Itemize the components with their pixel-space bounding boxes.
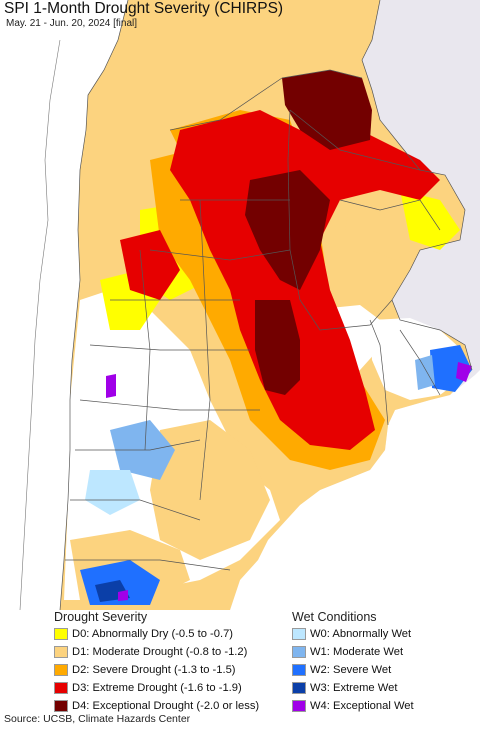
legend-label-w1: W1: Moderate Wet <box>310 646 404 658</box>
legend-label-w0: W0: Abnormally Wet <box>310 628 412 640</box>
legend-item-w3: W3: Extreme Wet <box>292 680 397 696</box>
w4-east <box>456 362 472 382</box>
w4-south <box>118 590 128 601</box>
legend-item-d4: D4: Exceptional Drought (-2.0 or less) <box>54 698 259 714</box>
legend-label-d2: D2: Severe Drought (-1.3 to -1.5) <box>72 664 236 676</box>
swatch-d3 <box>54 682 68 694</box>
drought-map <box>0 0 480 610</box>
w2-east <box>430 345 472 392</box>
swatch-w0 <box>292 628 306 640</box>
boundaries <box>59 0 473 610</box>
w4-west <box>106 374 116 398</box>
legend-item-w1: W1: Moderate Wet <box>292 644 403 660</box>
swatch-d1 <box>54 646 68 658</box>
legend-item-w0: W0: Abnormally Wet <box>292 626 411 642</box>
legend-item-d1: D1: Moderate Drought (-0.8 to -1.2) <box>54 644 247 660</box>
swatch-d0 <box>54 628 68 640</box>
swatch-w1 <box>292 646 306 658</box>
legend-label-w2: W2: Severe Wet <box>310 664 392 676</box>
swatch-d4 <box>54 700 68 712</box>
swatch-w3 <box>292 682 306 694</box>
legend-label-d1: D1: Moderate Drought (-0.8 to -1.2) <box>72 646 248 658</box>
legend-item-d0: D0: Abnormally Dry (-0.5 to -0.7) <box>54 626 233 642</box>
legend-label-w3: W3: Extreme Wet <box>310 682 398 694</box>
pacific-ocean <box>0 0 128 610</box>
d4-south <box>255 300 300 395</box>
drought-legend-heading: Drought Severity <box>54 610 148 624</box>
wet-legend-heading: Wet Conditions <box>292 610 377 624</box>
w1-east <box>415 355 435 390</box>
map-title: SPI 1-Month Drought Severity (CHIRPS) <box>4 0 284 17</box>
d4-north <box>282 70 372 150</box>
chile-coast <box>19 39 61 610</box>
legend-item-d2: D2: Severe Drought (-1.3 to -1.5) <box>54 662 236 678</box>
legend-item-d3: D3: Extreme Drought (-1.6 to -1.9) <box>54 680 242 696</box>
swatch-d2 <box>54 664 68 676</box>
d3-west <box>120 230 180 300</box>
swatch-w4 <box>292 700 306 712</box>
map-area: SPI 1-Month Drought Severity (CHIRPS) Ma… <box>0 0 480 610</box>
w0-southwest <box>85 470 140 515</box>
atlantic-ocean <box>230 230 480 610</box>
legend-item-w2: W2: Severe Wet <box>292 662 391 678</box>
legend-label-d3: D3: Extreme Drought (-1.6 to -1.9) <box>72 682 242 694</box>
map-subtitle: May. 21 - Jun. 20, 2024 [final] <box>6 18 138 29</box>
legend-label-d0: D0: Abnormally Dry (-0.5 to -0.7) <box>72 628 234 640</box>
swatch-w2 <box>292 664 306 676</box>
source-credit: Source: UCSB, Climate Hazards Center <box>4 713 191 725</box>
legend-label-w4: W4: Exceptional Wet <box>310 700 414 712</box>
legend-label-d4: D4: Exceptional Drought (-2.0 or less) <box>72 700 260 712</box>
d0-band-3 <box>400 190 460 250</box>
legend-panel <box>0 610 480 730</box>
d1-south <box>150 420 270 560</box>
legend-item-w4: W4: Exceptional Wet <box>292 698 414 714</box>
